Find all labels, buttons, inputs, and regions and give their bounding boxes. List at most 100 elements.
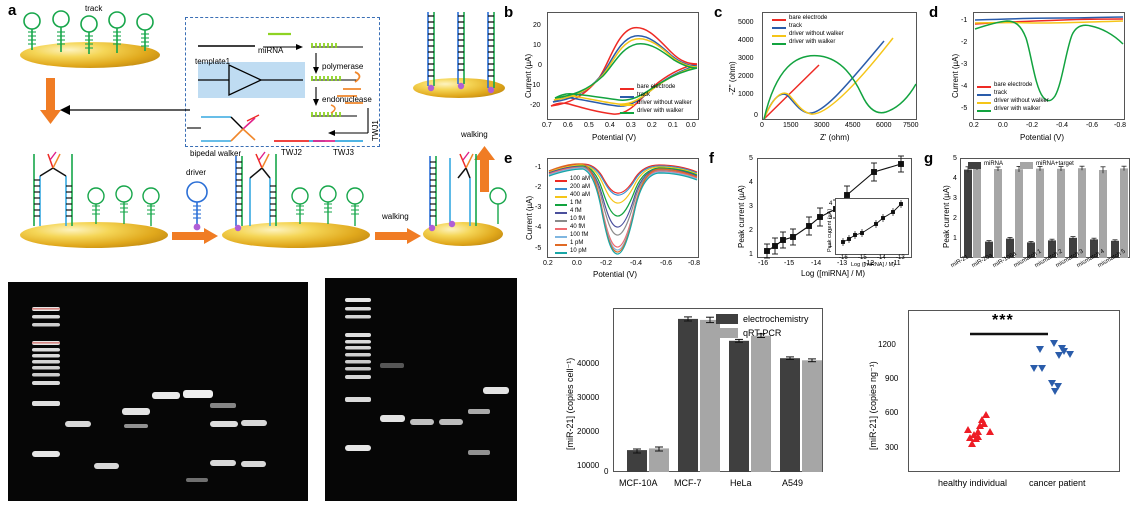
arrow-down-icon — [40, 78, 61, 124]
legend-swatch-4-fm — [555, 212, 567, 214]
walker-on-track-1 — [33, 151, 160, 226]
panel-c-xtick-3: 4500 — [845, 122, 861, 129]
clinical-ytick-600: 600 — [885, 408, 899, 417]
panel-f-ytick-3: 3 — [749, 203, 753, 210]
gel-right-bands — [325, 278, 517, 501]
legend-swatch-track — [977, 94, 991, 96]
panel-b-axes — [547, 12, 699, 120]
panel-c-label: c — [714, 4, 723, 21]
panel-b-xtick-1: 0.6 — [563, 122, 573, 129]
panel-b-xtick-6: 0.1 — [668, 122, 678, 129]
panel-e-xtick-0: 0.2 — [543, 260, 553, 267]
annotation-driver: driver — [186, 168, 207, 177]
clinical-ytick-1200: 1200 — [878, 340, 896, 349]
panel-f-inset-ytick-3: 3 — [829, 215, 833, 221]
panel-b-ytick-0: 0 — [538, 62, 542, 69]
annotation-template1: template1 — [195, 57, 231, 66]
panel-d-label: d — [929, 4, 939, 21]
panel-b-xlabel: Potential (V) — [592, 133, 637, 142]
panel-c-ytick-0: 0 — [754, 112, 758, 119]
driver-hairpin-icon — [186, 181, 208, 231]
hairpin-group-1 — [23, 10, 154, 54]
panel-d-xtick-2: -0.2 — [1026, 122, 1039, 129]
panel-g-ytick-2: 2 — [953, 215, 957, 222]
panel-c-xlabel: Z' (ohm) — [820, 133, 850, 142]
annotation-walking-1: walking — [382, 212, 409, 221]
cell-lines-ytick-30000: 30000 — [577, 393, 600, 402]
legend-swatch-mirna — [968, 162, 981, 169]
panel-f-ytick-4: 4 — [749, 179, 753, 186]
panel-e-ytick-m1: -1 — [535, 164, 542, 171]
panel-clinical-scatter: *** 1200 900 600 300 [miR-21] (copies ng… — [840, 300, 1134, 505]
arrow-right-icon-2 — [375, 228, 421, 244]
legend-swatch-electrochemistry — [716, 314, 738, 324]
panel-d-curves — [974, 16, 1124, 102]
legend-label-100-am: 100 aM — [570, 176, 591, 182]
legend-swatch-bare-electrode — [772, 19, 786, 21]
cell-lines-ylabel: [miR-21] (copies cell⁻¹) — [565, 357, 575, 450]
panel-c-xtick-4: 6000 — [876, 122, 892, 129]
panel-c-curves — [763, 37, 917, 120]
extended-duplex-group — [427, 12, 495, 94]
legend-label-10-pm: 10 pM — [570, 248, 587, 254]
panel-c-ylabel: -Z'' (ohm) — [728, 61, 737, 95]
panel-c-xtick-2: 3000 — [814, 122, 830, 129]
legend-swatch-driver-with-walker — [772, 43, 786, 45]
legend-label-track: track — [637, 92, 651, 98]
panel-c-xtick-1: 1500 — [783, 122, 799, 129]
arrow-up-icon — [474, 146, 495, 192]
legend-swatch-100-fm — [555, 236, 567, 238]
panel-g-ylabel: Peak current (µA) — [942, 185, 951, 248]
panel-f-ytick-2: 2 — [749, 227, 753, 234]
panel-b-xtick-4: 0.3 — [626, 122, 636, 129]
legend-swatch-10-pm — [555, 252, 567, 254]
legend-swatch-40-fm — [555, 228, 567, 230]
clinical-xtick-cancer: cancer patient — [1029, 478, 1086, 488]
walker-on-track-3 — [428, 151, 507, 232]
legend-swatch-1-pm — [555, 244, 567, 246]
legend-label-driver-with-walker: driver with walker — [789, 39, 836, 45]
panel-a-label: a — [8, 2, 17, 19]
annotation-walking-2: walking — [461, 130, 488, 139]
panel-c-xtick-5: 7500 — [903, 122, 919, 129]
legend-swatch-10-fm — [555, 220, 567, 222]
walker-on-track-2 — [234, 151, 364, 232]
panel-f-xtick-5: -11 — [891, 260, 901, 267]
cell-lines-xtick-2: HeLa — [730, 478, 752, 488]
cell-lines-ytick-0: 0 — [604, 467, 609, 476]
annotation-bipedal-walker: bipedal walker — [190, 149, 242, 158]
legend-label-track: track — [789, 23, 803, 29]
panel-f-inset-ylabel: Peak current (µA) — [827, 208, 833, 252]
clinical-ytick-900: 900 — [885, 374, 899, 383]
panel-d-xtick-3: -0.4 — [1056, 122, 1069, 129]
panel-f-xlabel: Log ([miRNA] / M) — [801, 269, 866, 278]
clinical-ylabel: [miR-21] (copies ng⁻¹) — [868, 361, 878, 450]
panel-d-xtick-1: 0.0 — [998, 122, 1008, 129]
legend-swatch-driver-without-walker — [772, 35, 786, 37]
panel-e-ytick-m4: -4 — [535, 224, 542, 231]
legend-label-bare-electrode: bare electrode — [789, 15, 828, 21]
legend-label-bare-electrode: bare electrode — [994, 82, 1033, 88]
panel-f-inset-axes — [835, 198, 909, 255]
panel-g-ytick-5: 5 — [953, 155, 957, 162]
panel-b-ytick-20: 20 — [533, 22, 541, 29]
panel-b-curves — [550, 26, 698, 115]
cell-lines-xtick-3: A549 — [782, 478, 804, 488]
panel-c-ytick-2000: 2000 — [738, 73, 754, 80]
panel-c-ytick-5000: 5000 — [738, 19, 754, 26]
panel-f-ylabel: Peak current (µA) — [737, 185, 746, 248]
amplification-scheme — [187, 32, 369, 142]
legend-swatch-mirna-target — [1020, 162, 1033, 169]
panel-b-cv: b 20 10 0 -10 -20 Current (µA) 0.7 0.6 0… — [500, 0, 705, 148]
legend-swatch-track — [620, 96, 634, 98]
panel-f-inset-ytick-2: 2 — [829, 229, 833, 235]
panel-f-inset-data — [841, 200, 903, 246]
legend-label-bare-electrode: bare electrode — [637, 84, 676, 90]
legend-swatch-driver-with-walker — [620, 112, 634, 114]
legend-label-qrt-pcr: qRT-PCR — [743, 328, 782, 338]
panel-f-ytick-1: 1 — [749, 251, 753, 258]
cell-lines-xtick-0: MCF-10A — [619, 478, 658, 488]
cell-lines-ytick-20000: 20000 — [577, 427, 600, 436]
legend-swatch-driver-with-walker — [977, 110, 991, 112]
panel-d-xlabel: Potential (V) — [1020, 133, 1065, 142]
